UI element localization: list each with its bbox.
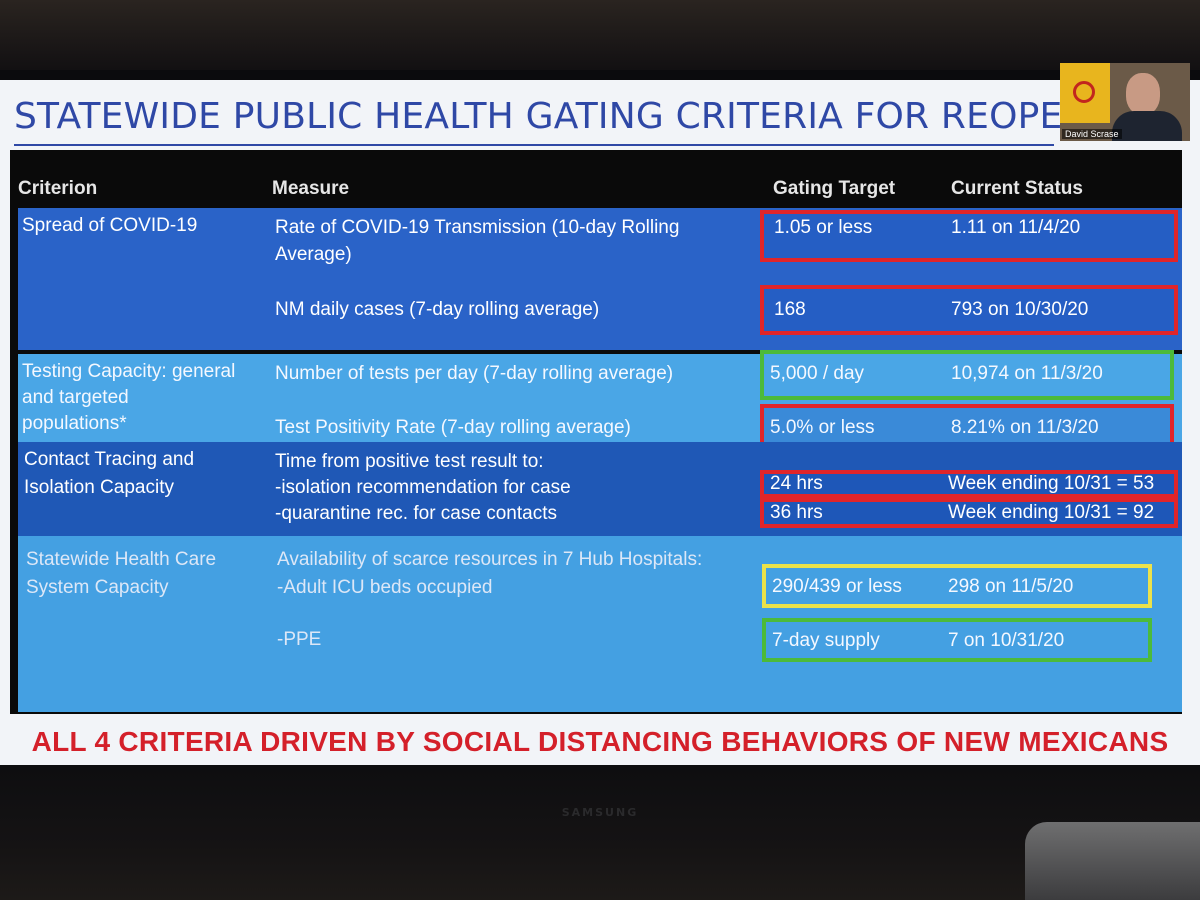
measure-label: Availability of scarce resources in 7 Hu… (277, 549, 703, 570)
measure-label: -PPE (277, 629, 322, 650)
current-status-value: 7 on 10/31/20 (948, 630, 1065, 651)
header-current-status: Current Status (951, 178, 1083, 199)
target-highlight-box (762, 564, 1152, 608)
gating-target-value: 7-day supply (772, 630, 880, 651)
row-health-care-capacity: Statewide Health Care System Capacity Av… (18, 536, 1182, 712)
target-highlight-box (760, 498, 1178, 528)
gating-target-value: 5,000 / day (770, 363, 865, 384)
target-highlight-box (762, 618, 1152, 662)
measure-label: Time from positive test result to: (275, 451, 544, 472)
gating-target-value: 1.05 or less (774, 217, 873, 238)
row-testing-capacity: Testing Capacity: general and targeted p… (18, 350, 1182, 450)
current-status-value: 8.21% on 11/3/20 (951, 417, 1099, 438)
criterion-label: and targeted (22, 387, 129, 408)
current-status-value: 1.11 on 11/4/20 (951, 217, 1081, 238)
current-status-value: Week ending 10/31 = 92 (948, 502, 1155, 523)
criterion-label: Spread of COVID-19 (22, 215, 198, 236)
current-status-value: 298 on 11/5/20 (948, 576, 1074, 597)
video-participant-tile: David Scrase (1060, 63, 1190, 141)
header-criterion: Criterion (18, 178, 98, 199)
criterion-label: populations* (22, 413, 127, 434)
measure-label: Test Positivity Rate (7-day rolling aver… (275, 417, 631, 438)
current-status-value: 10,974 on 11/3/20 (951, 363, 1103, 384)
slide-banner: ALL 4 CRITERIA DRIVEN BY SOCIAL DISTANCI… (31, 726, 1169, 757)
header-gating-target: Gating Target (773, 178, 896, 199)
criterion-label: Contact Tracing and (24, 449, 195, 470)
criterion-label: Testing Capacity: general (22, 361, 236, 382)
participant-body (1112, 111, 1182, 141)
current-status-value: Week ending 10/31 = 53 (948, 473, 1155, 494)
criteria-table: Criterion Measure Gating Target Current … (10, 150, 1182, 714)
criterion-label: Statewide Health Care (26, 549, 217, 570)
measure-label: -quarantine rec. for case contacts (275, 503, 557, 524)
presentation-slide: STATEWIDE PUBLIC HEALTH GATING CRITERIA … (0, 80, 1200, 766)
measure-label: Average) (275, 244, 352, 265)
row-spread-of-covid: Spread of COVID-19 Rate of COVID-19 Tran… (18, 208, 1182, 350)
measure-label: -isolation recommendation for case (275, 477, 571, 498)
tv-brand-logo: SAMSUNG (561, 806, 639, 819)
gating-target-value: 168 (774, 299, 806, 320)
gating-target-value: 36 hrs (770, 502, 823, 523)
tv-bezel-top (0, 0, 1200, 70)
criterion-label: Isolation Capacity (24, 477, 174, 498)
header-measure: Measure (272, 178, 350, 199)
zia-symbol-icon (1073, 81, 1095, 103)
participant-head (1126, 73, 1160, 115)
target-highlight-box (760, 285, 1178, 335)
target-highlight-box (760, 350, 1174, 400)
foreground-object (1025, 822, 1200, 900)
gating-target-value: 24 hrs (770, 473, 823, 494)
new-mexico-flag-icon (1060, 63, 1110, 123)
measure-label: NM daily cases (7-day rolling average) (275, 299, 600, 320)
measure-label: Rate of COVID-19 Transmission (10-day Ro… (275, 217, 680, 238)
measure-label: -Adult ICU beds occupied (277, 577, 493, 598)
row-contact-tracing: Contact Tracing and Isolation Capacity T… (18, 442, 1182, 536)
gating-target-value: 5.0% or less (770, 417, 875, 438)
participant-name: David Scrase (1062, 129, 1122, 139)
gating-target-value: 290/439 or less (772, 576, 902, 597)
criterion-label: System Capacity (26, 577, 169, 598)
measure-label: Number of tests per day (7-day rolling a… (275, 363, 674, 384)
target-highlight-box (760, 470, 1178, 498)
title-underline (14, 144, 1054, 146)
slide-title: STATEWIDE PUBLIC HEALTH GATING CRITERIA … (14, 96, 1094, 137)
tv-bezel-bottom (0, 765, 1200, 900)
current-status-value: 793 on 10/30/20 (951, 299, 1089, 320)
target-highlight-box (760, 210, 1178, 262)
